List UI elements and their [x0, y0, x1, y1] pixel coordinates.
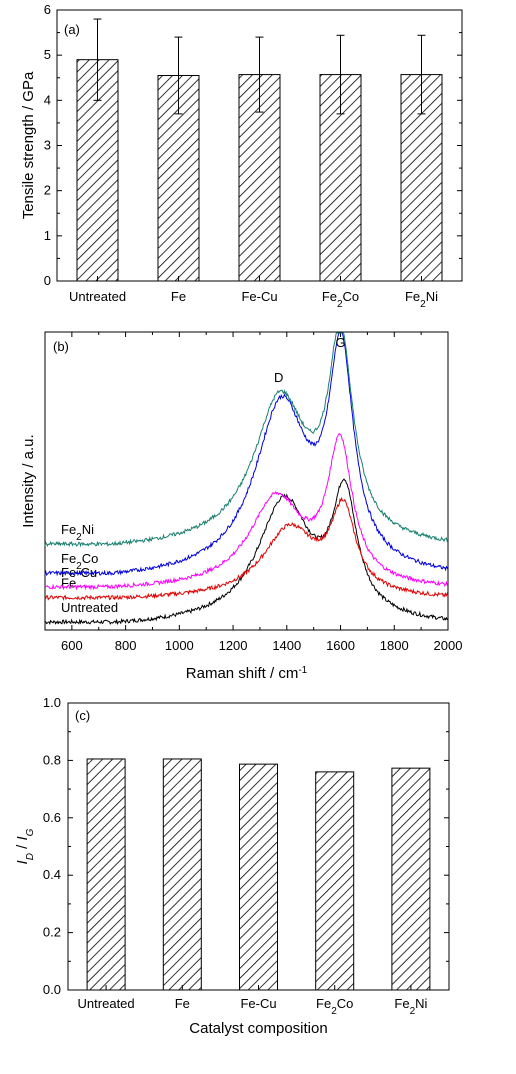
x-tick-label: 2000	[434, 638, 463, 653]
bar	[162, 758, 202, 991]
y-tick-label: 0.8	[43, 752, 61, 767]
bar	[239, 763, 278, 991]
series-line	[44, 332, 449, 548]
y-tick-label: 0.2	[43, 925, 61, 940]
x-tick-label: Fe2Ni	[394, 996, 427, 1017]
y-tick-label: 0	[44, 273, 51, 288]
x-tick-label: Fe2Co	[322, 289, 359, 310]
y-tick-label: 0.0	[43, 982, 61, 997]
x-tick-label: Untreated	[78, 996, 135, 1011]
series-line	[44, 478, 449, 626]
x-tick-label: 1800	[380, 638, 409, 653]
y-tick-label: 4	[44, 92, 51, 107]
x-tick-label: Fe-Cu	[241, 289, 277, 304]
x-tick-label: Fe	[171, 289, 186, 304]
x-axis-label: Catalyst composition	[189, 1020, 327, 1037]
x-tick-label: 1600	[326, 638, 355, 653]
y-tick-label: 0.4	[43, 867, 61, 882]
bar	[391, 767, 431, 991]
x-tick-label: Fe-Cu	[240, 996, 276, 1011]
series-label: Fe2Co	[61, 551, 98, 572]
y-tick-label: 3	[44, 138, 51, 153]
plot-frame	[44, 331, 449, 631]
annotation-g: G	[335, 335, 345, 350]
tensile-strength-chart: (a) 0 1 2 3 4 5 6 Untreated Fe Fe-Cu Fe2Co Fe2Ni Tens…	[20, 2, 463, 310]
series-label: Fe2Ni	[61, 522, 94, 543]
y-tick-label: 2	[44, 183, 51, 198]
x-tick-label: Fe	[175, 996, 190, 1011]
y-axis-label: Tensile strength / GPa	[20, 71, 37, 219]
series-label: Untreated	[61, 600, 118, 615]
panel-label: (b)	[53, 339, 69, 354]
series-line	[44, 496, 449, 601]
x-tick-label: 1000	[165, 638, 194, 653]
y-tick-label: 0.6	[43, 810, 61, 825]
x-axis-label: Raman shift / cm-1	[186, 665, 308, 683]
y-tick-label: 1.0	[43, 695, 61, 710]
panel-label: (c)	[75, 708, 90, 723]
raman-spectra-chart: (b) 600 800 1000 1200 1400 1600 1800 2000 Raman s…	[20, 331, 463, 683]
x-tick-label: 800	[115, 638, 137, 653]
y-axis-label: ID / IG	[14, 828, 36, 864]
y-tick-label: 6	[44, 2, 51, 17]
x-tick-label: 1400	[272, 638, 301, 653]
annotation-d: D	[274, 370, 283, 385]
x-tick-label: 1200	[219, 638, 248, 653]
y-tick-label: 1	[44, 228, 51, 243]
y-tick-label: 5	[44, 47, 51, 62]
bar	[86, 758, 126, 991]
series-line	[44, 432, 449, 591]
y-axis-label: Intensity / a.u.	[20, 434, 37, 527]
id-ig-ratio-chart: (c) 0.0 0.2 0.4 0.6 0.8 1.0 Untreated Fe Fe-Cu Fe2…	[14, 695, 450, 1037]
x-tick-label: Fe2Ni	[405, 289, 438, 310]
x-tick-label: Untreated	[69, 289, 126, 304]
bar	[315, 771, 355, 991]
x-tick-label: 600	[61, 638, 83, 653]
series-line	[44, 332, 449, 577]
panel-label: (a)	[64, 22, 80, 37]
x-tick-label: Fe2Co	[316, 996, 353, 1017]
